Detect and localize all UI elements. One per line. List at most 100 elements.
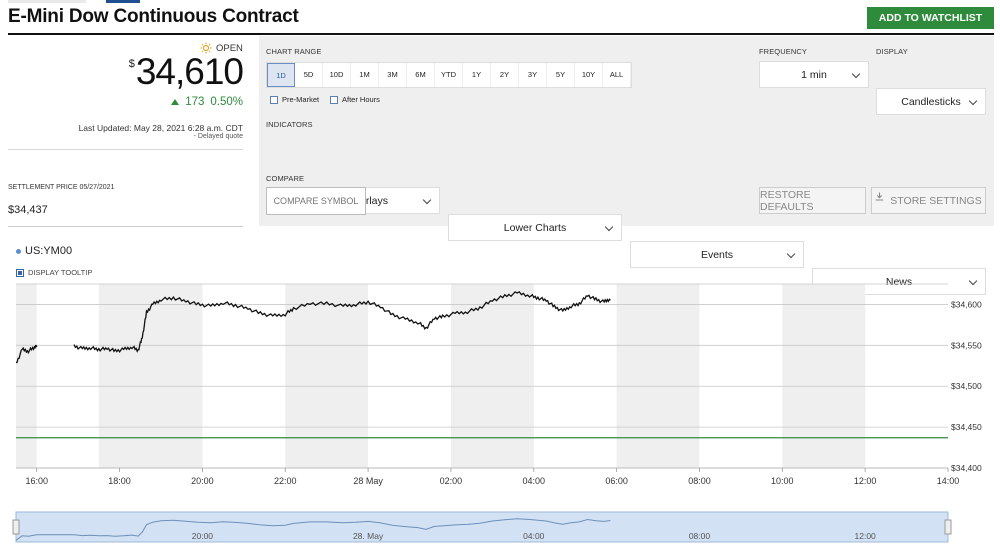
range-1d-button[interactable]: 1D: [267, 63, 295, 87]
lower-charts-label: Lower Charts: [503, 221, 567, 234]
range-1m-button[interactable]: 1M: [351, 63, 379, 87]
price-series-line-2: [73, 290, 611, 353]
compare-label: COMPARE: [266, 174, 305, 183]
quote-divider: [8, 149, 243, 150]
currency-symbol: $: [128, 58, 135, 70]
x-tick-label: 02:00: [440, 476, 463, 486]
news-label: News: [885, 275, 913, 288]
chevron-down-icon: [604, 222, 614, 232]
y-tick-label: $34,550: [951, 340, 982, 350]
range-6m-button[interactable]: 6M: [407, 63, 435, 87]
navigator-right-handle[interactable]: [944, 519, 952, 535]
change-points: 173: [185, 96, 205, 108]
frequency-select[interactable]: 1 min: [759, 61, 869, 88]
after-hours-checkbox-box[interactable]: [330, 95, 338, 104]
x-tick-label: 18:00: [108, 476, 131, 486]
range-2y-button[interactable]: 2Y: [491, 63, 519, 87]
series-legend[interactable]: US:YM00: [16, 245, 72, 257]
x-tick-label: 22:00: [274, 476, 297, 486]
delayed-quote-note: - Delayed quote: [193, 133, 243, 140]
range-5y-button[interactable]: 5Y: [547, 63, 575, 87]
session-band: [782, 284, 866, 468]
compare-symbol-input[interactable]: [266, 187, 366, 215]
x-tick-label: 08:00: [688, 476, 711, 486]
chart-range-selector: 1D 5D 10D 1M 3M 6M YTD 1Y 2Y 3Y 5Y 10Y A…: [266, 62, 632, 88]
range-10d-button[interactable]: 10D: [323, 63, 351, 87]
store-settings-button[interactable]: STORE SETTINGS: [871, 187, 986, 214]
x-tick-label: 04:00: [523, 476, 546, 486]
chevron-down-icon: [422, 195, 432, 205]
range-3y-button[interactable]: 3Y: [519, 63, 547, 87]
display-tooltip-toggle[interactable]: DISPLAY TOOLTIP: [16, 268, 92, 277]
top-tab-right[interactable]: [106, 0, 140, 3]
x-tick-label: 16:00: [25, 476, 48, 486]
x-tick-label: 20:00: [191, 476, 214, 486]
up-arrow-icon: [171, 99, 180, 105]
navigator-x-label: 12:00: [855, 531, 877, 541]
store-settings-label: STORE SETTINGS: [890, 194, 982, 207]
series-dot-icon: [16, 248, 21, 254]
chart-navigator[interactable]: 20:00 28. May 04:00 08:00 12:00: [0, 508, 1000, 548]
settlement-divider: [8, 226, 243, 227]
restore-defaults-button[interactable]: RESTORE DEFAULTS: [759, 187, 866, 214]
tooltip-checkbox[interactable]: [16, 268, 24, 277]
session-band: [285, 284, 369, 468]
x-tick-label: 12:00: [854, 476, 877, 486]
session-band: [98, 284, 203, 468]
session-band: [450, 284, 534, 468]
range-all-button[interactable]: ALL: [603, 63, 631, 87]
y-tick-label: $34,450: [951, 422, 982, 432]
x-tick-label: 06:00: [605, 476, 628, 486]
display-select[interactable]: Candlesticks: [876, 88, 986, 115]
navigator-left-handle[interactable]: [12, 519, 20, 535]
chevron-down-icon: [786, 249, 796, 259]
frequency-label: FREQUENCY: [759, 47, 807, 56]
header-divider: [8, 33, 994, 35]
page-title: E-Mini Dow Continuous Contract: [8, 6, 299, 27]
navigator-series-line: [15, 518, 611, 541]
series-symbol: US:YM00: [25, 245, 73, 257]
display-tooltip-label: DISPLAY TOOLTIP: [28, 268, 93, 277]
display-label: DISPLAY: [876, 47, 908, 56]
price-series-line-1: [16, 344, 38, 364]
pre-market-label: Pre-Market: [282, 95, 320, 104]
pre-market-checkbox-box[interactable]: [270, 95, 278, 104]
after-hours-checkbox[interactable]: After Hours: [330, 95, 380, 104]
price-block: $ 34,610: [128, 51, 244, 92]
range-ytd-button[interactable]: YTD: [435, 63, 463, 87]
price-chart[interactable]: $34,600 $34,550 $34,500 $34,450 $34,400 16:00…: [0, 280, 1000, 492]
after-hours-label: After Hours: [342, 95, 380, 104]
y-tick-label: $34,400: [951, 463, 982, 473]
download-icon: [876, 192, 884, 201]
last-price: 34,610: [135, 51, 244, 92]
price-change: 173 0.50%: [171, 96, 243, 108]
market-status: OPEN: [200, 42, 243, 54]
chevron-down-icon: [851, 69, 861, 79]
range-1y-button[interactable]: 1Y: [463, 63, 491, 87]
range-5d-button[interactable]: 5D: [295, 63, 323, 87]
indicators-label: INDICATORS: [266, 120, 313, 129]
range-3m-button[interactable]: 3M: [379, 63, 407, 87]
x-tick-label: 10:00: [771, 476, 794, 486]
settlement-label: SETTLEMENT PRICE 05/27/2021: [8, 184, 115, 191]
navigator-window: [15, 511, 949, 543]
settlement-value: $34,437: [8, 204, 48, 216]
y-tick-label: $34,500: [951, 381, 982, 391]
events-select[interactable]: Events: [630, 241, 804, 268]
navigator-x-label: 28. May: [353, 531, 384, 541]
sun-icon: [200, 42, 212, 54]
top-tab-left[interactable]: [8, 0, 86, 3]
restore-defaults-label: RESTORE DEFAULTS: [760, 188, 814, 213]
chart-range-label: CHART RANGE: [266, 47, 322, 56]
pre-market-checkbox[interactable]: Pre-Market: [270, 95, 319, 104]
events-label: Events: [700, 248, 734, 261]
x-tick-label: 28 May: [353, 476, 383, 486]
range-10y-button[interactable]: 10Y: [575, 63, 603, 87]
last-updated: Last Updated: May 28, 2021 6:28 a.m. CDT: [78, 123, 243, 133]
add-to-watchlist-button[interactable]: ADD TO WATCHLIST: [867, 7, 994, 29]
lower-charts-select[interactable]: Lower Charts: [448, 214, 622, 241]
y-tick-label: $34,600: [951, 299, 982, 309]
navigator-x-label: 08:00: [689, 531, 711, 541]
change-percent: 0.50%: [210, 96, 243, 108]
session-band: [16, 284, 37, 468]
